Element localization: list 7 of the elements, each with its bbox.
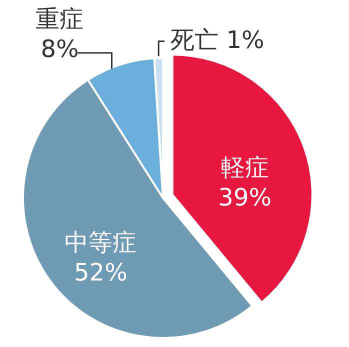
slice-label: 中等症 — [64, 228, 137, 256]
slice-label: 死亡 1% — [170, 26, 264, 54]
slice-label: 軽症 — [220, 154, 269, 182]
data-label: 52% — [74, 258, 128, 286]
data-label: 39% — [218, 184, 272, 212]
slice-label: 重症 — [36, 4, 84, 33]
data-label: 8% — [40, 34, 79, 63]
